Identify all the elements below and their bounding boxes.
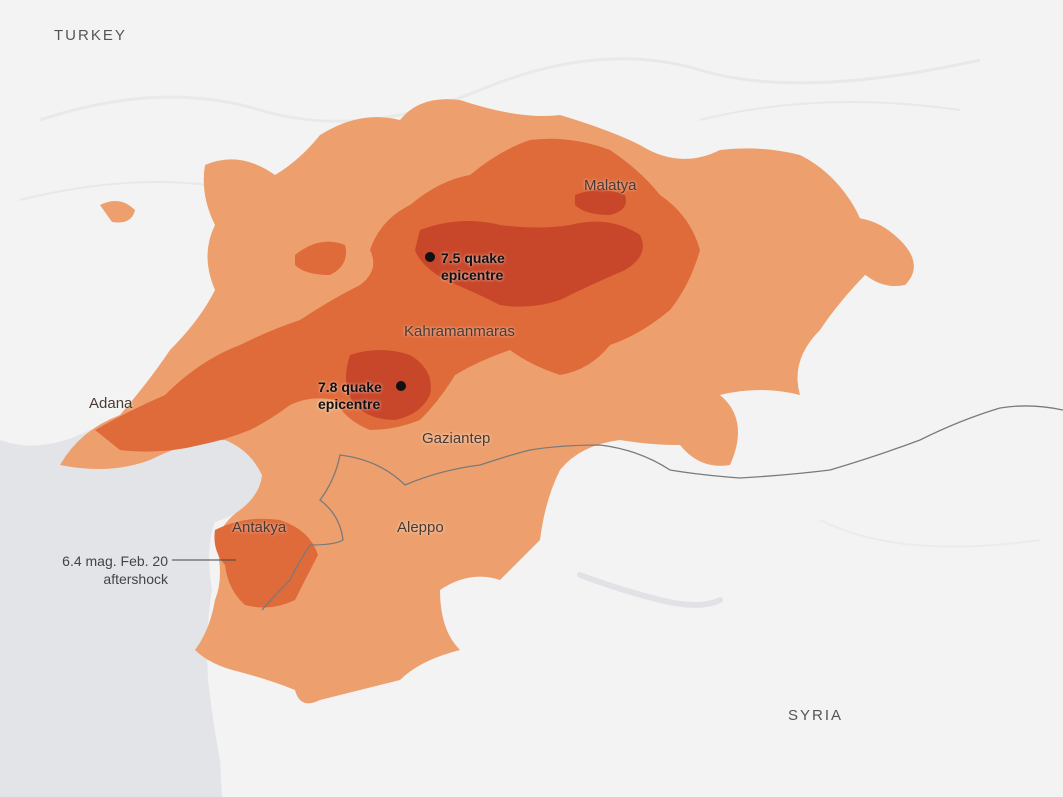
inner-zone-south — [346, 350, 431, 420]
middle-zone-north-patch — [295, 241, 346, 275]
outer-zone-west-patch — [100, 201, 135, 223]
city-label-adana: Adana — [89, 395, 133, 412]
epicentre-7-5-label-line1: 7.5 quake — [441, 250, 505, 266]
city-label-gaziantep: Gaziantep — [422, 430, 491, 447]
epicentre-7-5-marker — [425, 252, 435, 262]
aftershock-annotation: 6.4 mag. Feb. 20 aftershock — [40, 553, 168, 588]
epicentre-7-5-label: 7.5 quake epicentre — [441, 250, 505, 284]
inner-zone-malatya — [575, 190, 626, 215]
lake-assad — [577, 572, 723, 608]
country-label-turkey: TURKEY — [54, 27, 127, 44]
outer-zone-east-lobe — [830, 217, 914, 286]
mediterranean-sea — [0, 428, 268, 797]
city-label-kahramanmaras: Kahramanmaras — [404, 323, 515, 340]
epicentre-7-5-label-line2: epicentre — [441, 266, 504, 283]
inner-impact-zone — [415, 221, 643, 307]
turkey-syria-border — [261, 405, 1063, 611]
epicentre-7-8-label-line1: 7.8 quake — [318, 379, 382, 395]
middle-zone-antakya — [214, 518, 318, 608]
aftershock-annotation-line2: aftershock — [103, 570, 168, 587]
middle-impact-zone — [95, 138, 700, 452]
city-label-aleppo: Aleppo — [397, 519, 444, 536]
aftershock-annotation-line1: 6.4 mag. Feb. 20 — [62, 553, 168, 569]
city-label-antakya: Antakya — [232, 519, 287, 536]
epicentre-7-8-marker — [396, 381, 406, 391]
epicentre-7-8-label: 7.8 quake epicentre — [318, 379, 382, 413]
epicentre-7-8-label-line2: epicentre — [318, 395, 381, 412]
country-label-syria: SYRIA — [788, 707, 844, 724]
city-label-malatya: Malatya — [584, 177, 637, 194]
